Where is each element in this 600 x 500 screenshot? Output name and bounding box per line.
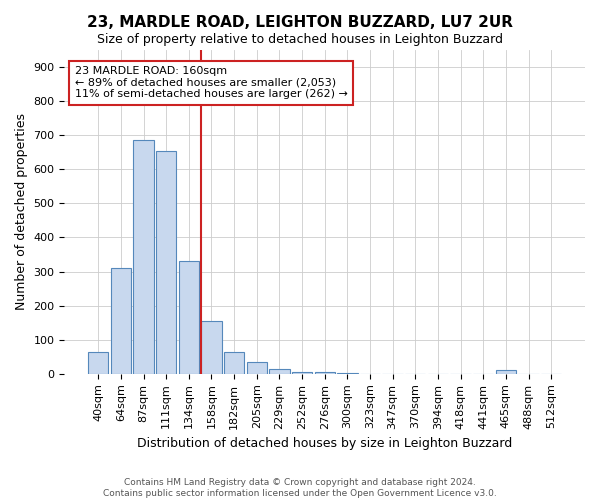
Bar	[292, 372, 312, 374]
Bar	[337, 373, 358, 374]
Bar	[179, 262, 199, 374]
Text: 23 MARDLE ROAD: 160sqm
← 89% of detached houses are smaller (2,053)
11% of semi-: 23 MARDLE ROAD: 160sqm ← 89% of detached…	[75, 66, 347, 100]
Y-axis label: Number of detached properties: Number of detached properties	[15, 114, 28, 310]
Text: Size of property relative to detached houses in Leighton Buzzard: Size of property relative to detached ho…	[97, 32, 503, 46]
Bar	[88, 352, 109, 374]
Text: Contains HM Land Registry data © Crown copyright and database right 2024.
Contai: Contains HM Land Registry data © Crown c…	[103, 478, 497, 498]
Bar	[201, 321, 221, 374]
Bar	[111, 268, 131, 374]
Bar	[156, 150, 176, 374]
Bar	[269, 368, 290, 374]
Text: 23, MARDLE ROAD, LEIGHTON BUZZARD, LU7 2UR: 23, MARDLE ROAD, LEIGHTON BUZZARD, LU7 2…	[87, 15, 513, 30]
Bar	[133, 140, 154, 374]
Bar	[224, 352, 244, 374]
Bar	[247, 362, 267, 374]
X-axis label: Distribution of detached houses by size in Leighton Buzzard: Distribution of detached houses by size …	[137, 437, 512, 450]
Bar	[496, 370, 516, 374]
Bar	[314, 372, 335, 374]
